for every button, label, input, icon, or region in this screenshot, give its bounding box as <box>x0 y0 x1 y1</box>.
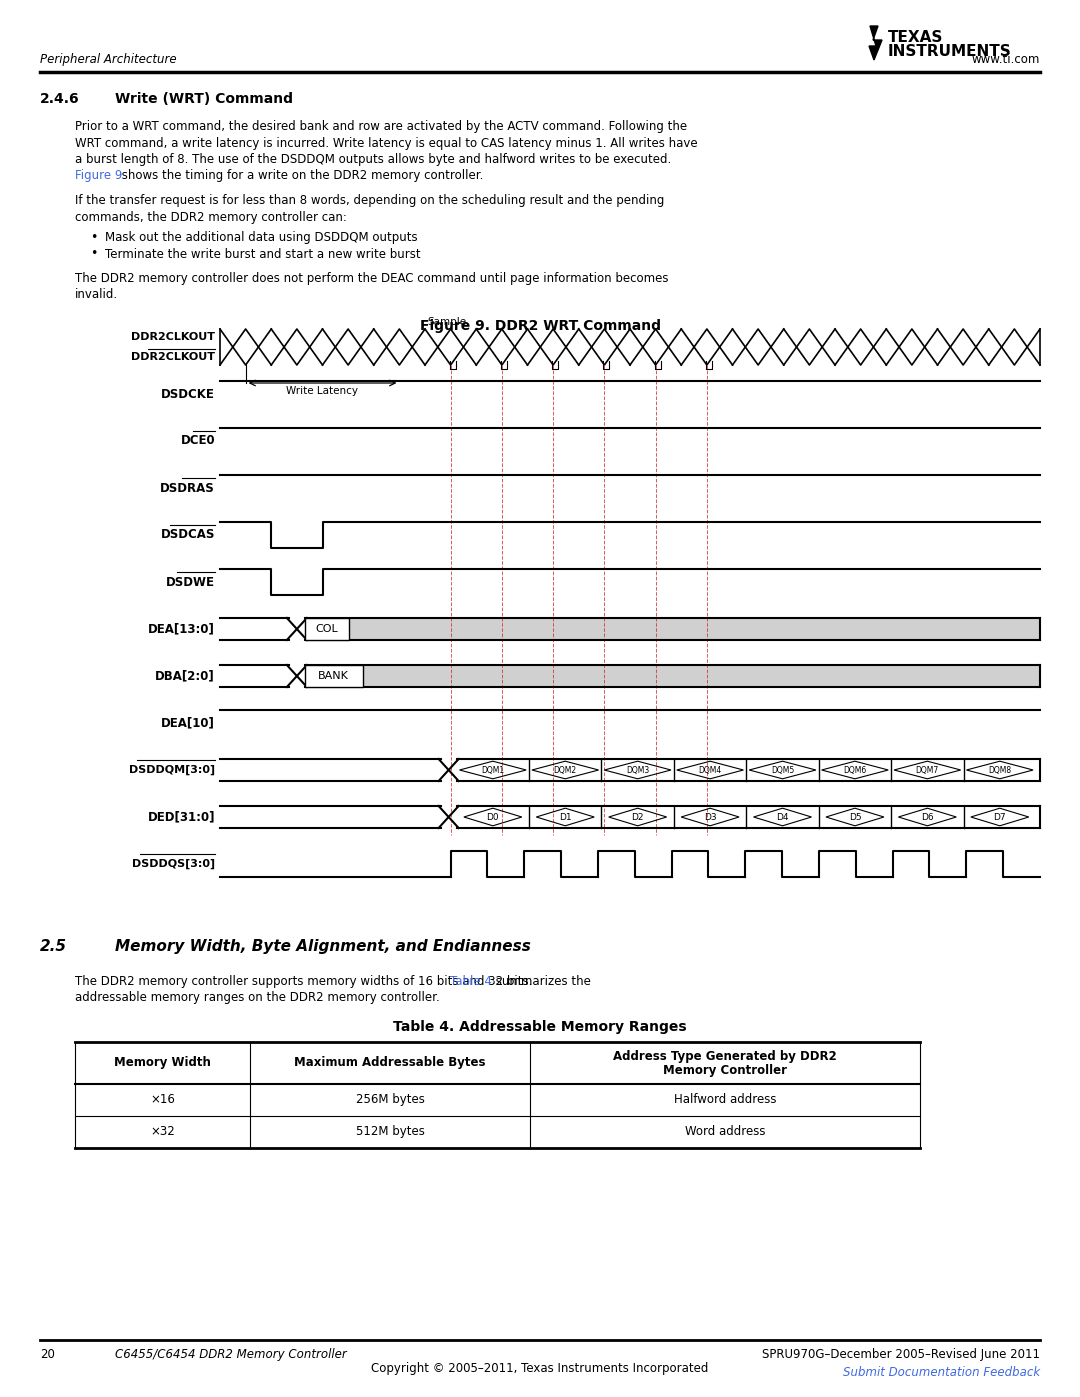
Text: Submit Documentation Feedback: Submit Documentation Feedback <box>842 1366 1040 1379</box>
Text: Write Latency: Write Latency <box>286 386 359 395</box>
Text: commands, the DDR2 memory controller can:: commands, the DDR2 memory controller can… <box>75 211 347 224</box>
Text: DQM1: DQM1 <box>482 766 504 774</box>
Text: •: • <box>90 231 97 244</box>
Text: C6455/C6454 DDR2 Memory Controller: C6455/C6454 DDR2 Memory Controller <box>114 1348 347 1361</box>
Text: D1: D1 <box>559 813 571 821</box>
Text: Terminate the write burst and start a new write burst: Terminate the write burst and start a ne… <box>105 247 420 260</box>
Text: DSDDQM[3:0]: DSDDQM[3:0] <box>129 766 215 775</box>
Text: 20: 20 <box>40 1348 55 1361</box>
Text: 512M bytes: 512M bytes <box>355 1125 424 1139</box>
Text: The DDR2 memory controller supports memory widths of 16 bits and 32 bits.: The DDR2 memory controller supports memo… <box>75 975 536 988</box>
Text: 2.5: 2.5 <box>40 939 67 954</box>
Text: addressable memory ranges on the DDR2 memory controller.: addressable memory ranges on the DDR2 me… <box>75 992 440 1004</box>
Text: Copyright © 2005–2011, Texas Instruments Incorporated: Copyright © 2005–2011, Texas Instruments… <box>372 1362 708 1375</box>
Text: 256M bytes: 256M bytes <box>355 1092 424 1106</box>
Text: DSDCAS: DSDCAS <box>161 528 215 542</box>
Text: Mask out the additional data using DSDDQM outputs: Mask out the additional data using DSDDQ… <box>105 231 418 244</box>
Text: DQM4: DQM4 <box>699 766 721 774</box>
Text: 2.4.6: 2.4.6 <box>40 92 80 106</box>
Text: DQM8: DQM8 <box>988 766 1011 774</box>
Text: Memory Width, Byte Alignment, and Endianness: Memory Width, Byte Alignment, and Endian… <box>114 939 531 954</box>
Text: DDR2CLKOUT: DDR2CLKOUT <box>131 352 215 362</box>
Text: •: • <box>90 247 97 260</box>
Text: www.ti.com: www.ti.com <box>972 53 1040 66</box>
Text: DBA[2:0]: DBA[2:0] <box>156 669 215 683</box>
Text: DQM3: DQM3 <box>626 766 649 774</box>
Text: DQM6: DQM6 <box>843 766 866 774</box>
Text: SPRU970G–December 2005–Revised June 2011: SPRU970G–December 2005–Revised June 2011 <box>762 1348 1040 1361</box>
Text: DDR2CLKOUT: DDR2CLKOUT <box>131 332 215 342</box>
Text: Table 4. Addressable Memory Ranges: Table 4. Addressable Memory Ranges <box>393 1020 687 1034</box>
Text: Halfword address: Halfword address <box>674 1092 777 1106</box>
Text: D5: D5 <box>849 813 861 821</box>
Bar <box>305 665 363 687</box>
Text: Memory Width: Memory Width <box>114 1056 211 1069</box>
Text: INSTRUMENTS: INSTRUMENTS <box>888 43 1012 59</box>
Text: DSDRAS: DSDRAS <box>160 482 215 495</box>
Text: DSDWE: DSDWE <box>166 576 215 588</box>
Text: Figure 9. DDR2 WRT Command: Figure 9. DDR2 WRT Command <box>419 319 661 332</box>
Text: COL: COL <box>315 624 338 634</box>
Text: D6: D6 <box>921 813 934 821</box>
Text: WRT command, a write latency is incurred. Write latency is equal to CAS latency : WRT command, a write latency is incurred… <box>75 137 698 149</box>
Text: Word address: Word address <box>685 1125 766 1139</box>
Text: DSDDQS[3:0]: DSDDQS[3:0] <box>132 859 215 869</box>
Text: Memory Controller: Memory Controller <box>663 1065 787 1077</box>
Text: D4: D4 <box>777 813 788 821</box>
Text: shows the timing for a write on the DDR2 memory controller.: shows the timing for a write on the DDR2… <box>118 169 484 183</box>
Text: TEXAS: TEXAS <box>888 29 943 45</box>
Text: D7: D7 <box>994 813 1007 821</box>
Text: DQM2: DQM2 <box>554 766 577 774</box>
Text: DSDCKE: DSDCKE <box>161 387 215 401</box>
Text: D3: D3 <box>704 813 716 821</box>
Text: Maximum Addressable Bytes: Maximum Addressable Bytes <box>294 1056 486 1069</box>
Text: a burst length of 8. The use of the DSDDQM outputs allows byte and halfword writ: a burst length of 8. The use of the DSDD… <box>75 154 672 166</box>
Polygon shape <box>869 27 882 60</box>
Text: Sample: Sample <box>427 317 467 327</box>
Text: DED[31:0]: DED[31:0] <box>148 810 215 823</box>
Text: DQM5: DQM5 <box>771 766 794 774</box>
Text: If the transfer request is for less than 8 words, depending on the scheduling re: If the transfer request is for less than… <box>75 194 664 207</box>
Bar <box>75 1042 920 1084</box>
Text: invalid.: invalid. <box>75 289 118 302</box>
Text: BANK: BANK <box>318 671 349 680</box>
Text: The DDR2 memory controller does not perform the DEAC command until page informat: The DDR2 memory controller does not perf… <box>75 272 669 285</box>
Text: DEA[13:0]: DEA[13:0] <box>148 623 215 636</box>
Text: DQM7: DQM7 <box>916 766 939 774</box>
Bar <box>305 665 1040 687</box>
Bar <box>305 617 1040 640</box>
Text: DCE0: DCE0 <box>180 434 215 447</box>
Text: summarizes the: summarizes the <box>492 975 591 988</box>
Text: DEA[10]: DEA[10] <box>161 717 215 729</box>
Text: Address Type Generated by DDR2: Address Type Generated by DDR2 <box>613 1051 837 1063</box>
Bar <box>305 617 349 640</box>
Text: D0: D0 <box>486 813 499 821</box>
Text: Prior to a WRT command, the desired bank and row are activated by the ACTV comma: Prior to a WRT command, the desired bank… <box>75 120 687 133</box>
Text: Figure 9: Figure 9 <box>75 169 122 183</box>
Text: Write (WRT) Command: Write (WRT) Command <box>114 92 293 106</box>
Text: Peripheral Architecture: Peripheral Architecture <box>40 53 177 66</box>
Text: ×32: ×32 <box>150 1125 175 1139</box>
Text: Table 4: Table 4 <box>450 975 491 988</box>
Text: ×16: ×16 <box>150 1092 175 1106</box>
Text: D2: D2 <box>632 813 644 821</box>
